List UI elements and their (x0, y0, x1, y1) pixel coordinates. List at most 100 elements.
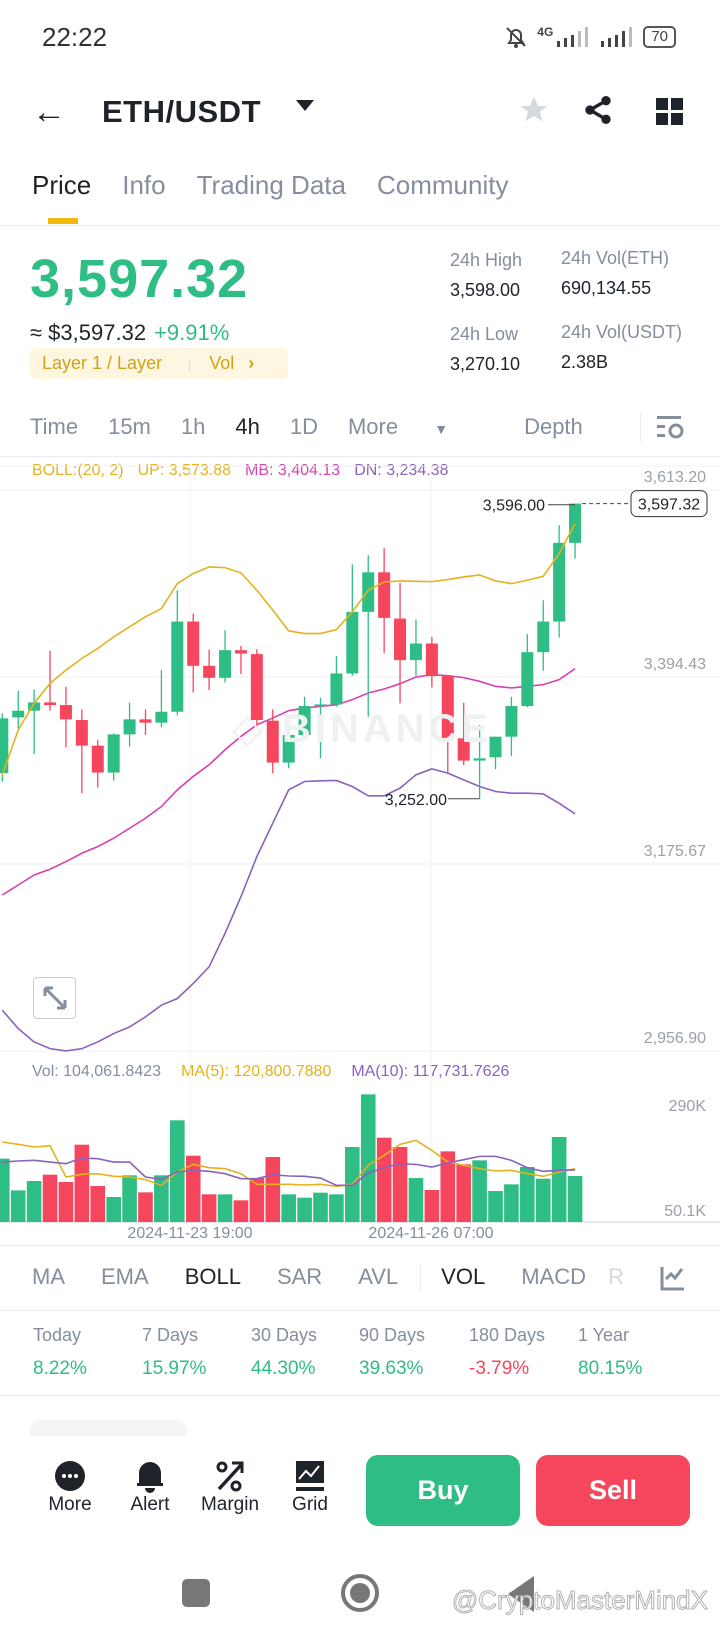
perf-label: 90 Days (359, 1325, 426, 1345)
volume-bar (233, 1200, 249, 1222)
volume-bar (26, 1181, 42, 1222)
tab-community[interactable]: Community (376, 170, 509, 200)
divider (0, 456, 720, 457)
low-value: 3,270.10 (450, 354, 521, 374)
interval-15m[interactable]: 15m (108, 414, 151, 439)
pair-dropdown-caret-icon[interactable] (296, 100, 314, 111)
volume-bar (520, 1167, 535, 1222)
vol-ma10-line (2, 1155, 576, 1187)
indicator-boll[interactable]: BOLL (184, 1264, 241, 1289)
chevron-right-icon: › (248, 353, 255, 373)
volume-bar (122, 1175, 137, 1222)
divider (0, 1245, 720, 1246)
interval-1d[interactable]: 1D (289, 414, 318, 439)
alert-button[interactable]: Alert (115, 1458, 185, 1516)
divider (0, 1310, 720, 1311)
tab-price[interactable]: Price (32, 170, 92, 200)
indicator-rsi-partial[interactable]: R (607, 1264, 624, 1289)
y-axis-tick-label: 3,175.67 (644, 843, 706, 860)
recents-button[interactable] (182, 1579, 210, 1607)
candle-body (91, 745, 104, 773)
interval-more[interactable]: More ▼ (348, 414, 478, 440)
grid-button[interactable]: Grid (275, 1458, 345, 1516)
indicator-settings-icon[interactable] (660, 1265, 686, 1291)
interval-1h[interactable]: 1h (180, 414, 206, 439)
candle-body (28, 702, 41, 711)
perf-value: 15.97% (142, 1358, 207, 1379)
grid-label: Grid (292, 1494, 328, 1515)
more-button[interactable]: More (35, 1458, 105, 1516)
candle-body (314, 704, 327, 707)
margin-percent-icon (216, 1461, 244, 1492)
tab-info[interactable]: Info (122, 170, 166, 200)
candle-body (44, 702, 57, 706)
pair-title[interactable]: ETH/USDT (102, 94, 261, 129)
candle-body (537, 621, 550, 653)
perf-value: 80.15% (578, 1358, 643, 1379)
signal-icon (557, 27, 589, 47)
indicator-ma[interactable]: MA (32, 1264, 65, 1289)
share-icon[interactable] (582, 94, 614, 126)
candle-body (123, 719, 136, 735)
high-label: 24h High (450, 250, 523, 270)
candle-body (250, 654, 263, 721)
perf-today: Today 8.22% (33, 1325, 87, 1380)
interval-more-label: More (347, 414, 399, 439)
boll-mb-line (1, 668, 576, 896)
chart-settings-icon[interactable] (657, 414, 685, 440)
interval-time[interactable]: Time (30, 414, 79, 439)
indicator-vol[interactable]: VOL (441, 1264, 486, 1289)
perf-value: 44.30% (251, 1358, 316, 1379)
sell-button[interactable]: Sell (536, 1455, 690, 1526)
network-label: 4G (537, 25, 554, 39)
interval-depth[interactable]: Depth (524, 414, 583, 439)
margin-label: Margin (200, 1494, 260, 1515)
favorite-star-icon[interactable] (518, 94, 550, 126)
kline-chart[interactable]: 3,613.20 3,394.43 3,175.67 2,956.90 3,596.00… (0, 0, 720, 1250)
candle-body (203, 665, 216, 678)
x-axis-tick-label: 2024-11-23 19:00 (127, 1225, 252, 1242)
volume-bar (10, 1190, 26, 1222)
high-value: 3,598.00 (450, 280, 521, 300)
last-price-label: 3,597.32 (638, 497, 700, 514)
interval-selector: Time 15m 1h 4h 1D More ▼ Depth (30, 414, 613, 440)
indicator-ema[interactable]: EMA (101, 1264, 149, 1289)
indicator-macd[interactable]: MACD (521, 1264, 586, 1289)
fullscreen-button[interactable] (33, 977, 76, 1019)
candle-body (12, 710, 25, 718)
perf-7d: 7 Days 15.97% (142, 1325, 206, 1380)
home-button[interactable] (341, 1574, 379, 1612)
vol-ma5-value: MA(5): 120,800.7880 (181, 1063, 332, 1080)
interval-4h[interactable]: 4h (235, 414, 260, 439)
volume-bar (90, 1186, 106, 1222)
volume-bar (281, 1194, 296, 1222)
candle-body (266, 720, 279, 763)
margin-button[interactable]: Margin (195, 1458, 265, 1516)
volume-bar (440, 1151, 456, 1222)
volume-bar (456, 1164, 471, 1222)
indicator-sar[interactable]: SAR (276, 1264, 323, 1289)
candle-body (0, 718, 9, 774)
volume-bar (504, 1184, 519, 1222)
grid-menu-icon[interactable] (656, 98, 684, 126)
tab-trading-data[interactable]: Trading Data (196, 170, 346, 200)
more-label: More (48, 1494, 92, 1515)
back-arrow-icon[interactable]: ← (32, 93, 66, 131)
candle-body (234, 650, 247, 654)
buy-button[interactable]: Buy (366, 1455, 520, 1526)
perf-label: 180 Days (469, 1325, 546, 1345)
volume-bar (138, 1192, 153, 1222)
volume-bar (392, 1146, 408, 1222)
vol-eth-value: 690,134.55 (561, 278, 652, 298)
volume-bar (0, 1158, 10, 1222)
volume-bar (106, 1196, 121, 1222)
candle-body (187, 621, 200, 666)
volume-bar (535, 1178, 551, 1222)
indicator-avl[interactable]: AVL (358, 1264, 399, 1289)
back-button[interactable] (508, 1576, 534, 1612)
volume-bar (297, 1197, 312, 1222)
category-tag[interactable]: Layer 1 / Layer | Vol › (30, 348, 288, 379)
candle-body (107, 734, 120, 773)
divider (0, 225, 720, 226)
candle-body (394, 618, 407, 661)
